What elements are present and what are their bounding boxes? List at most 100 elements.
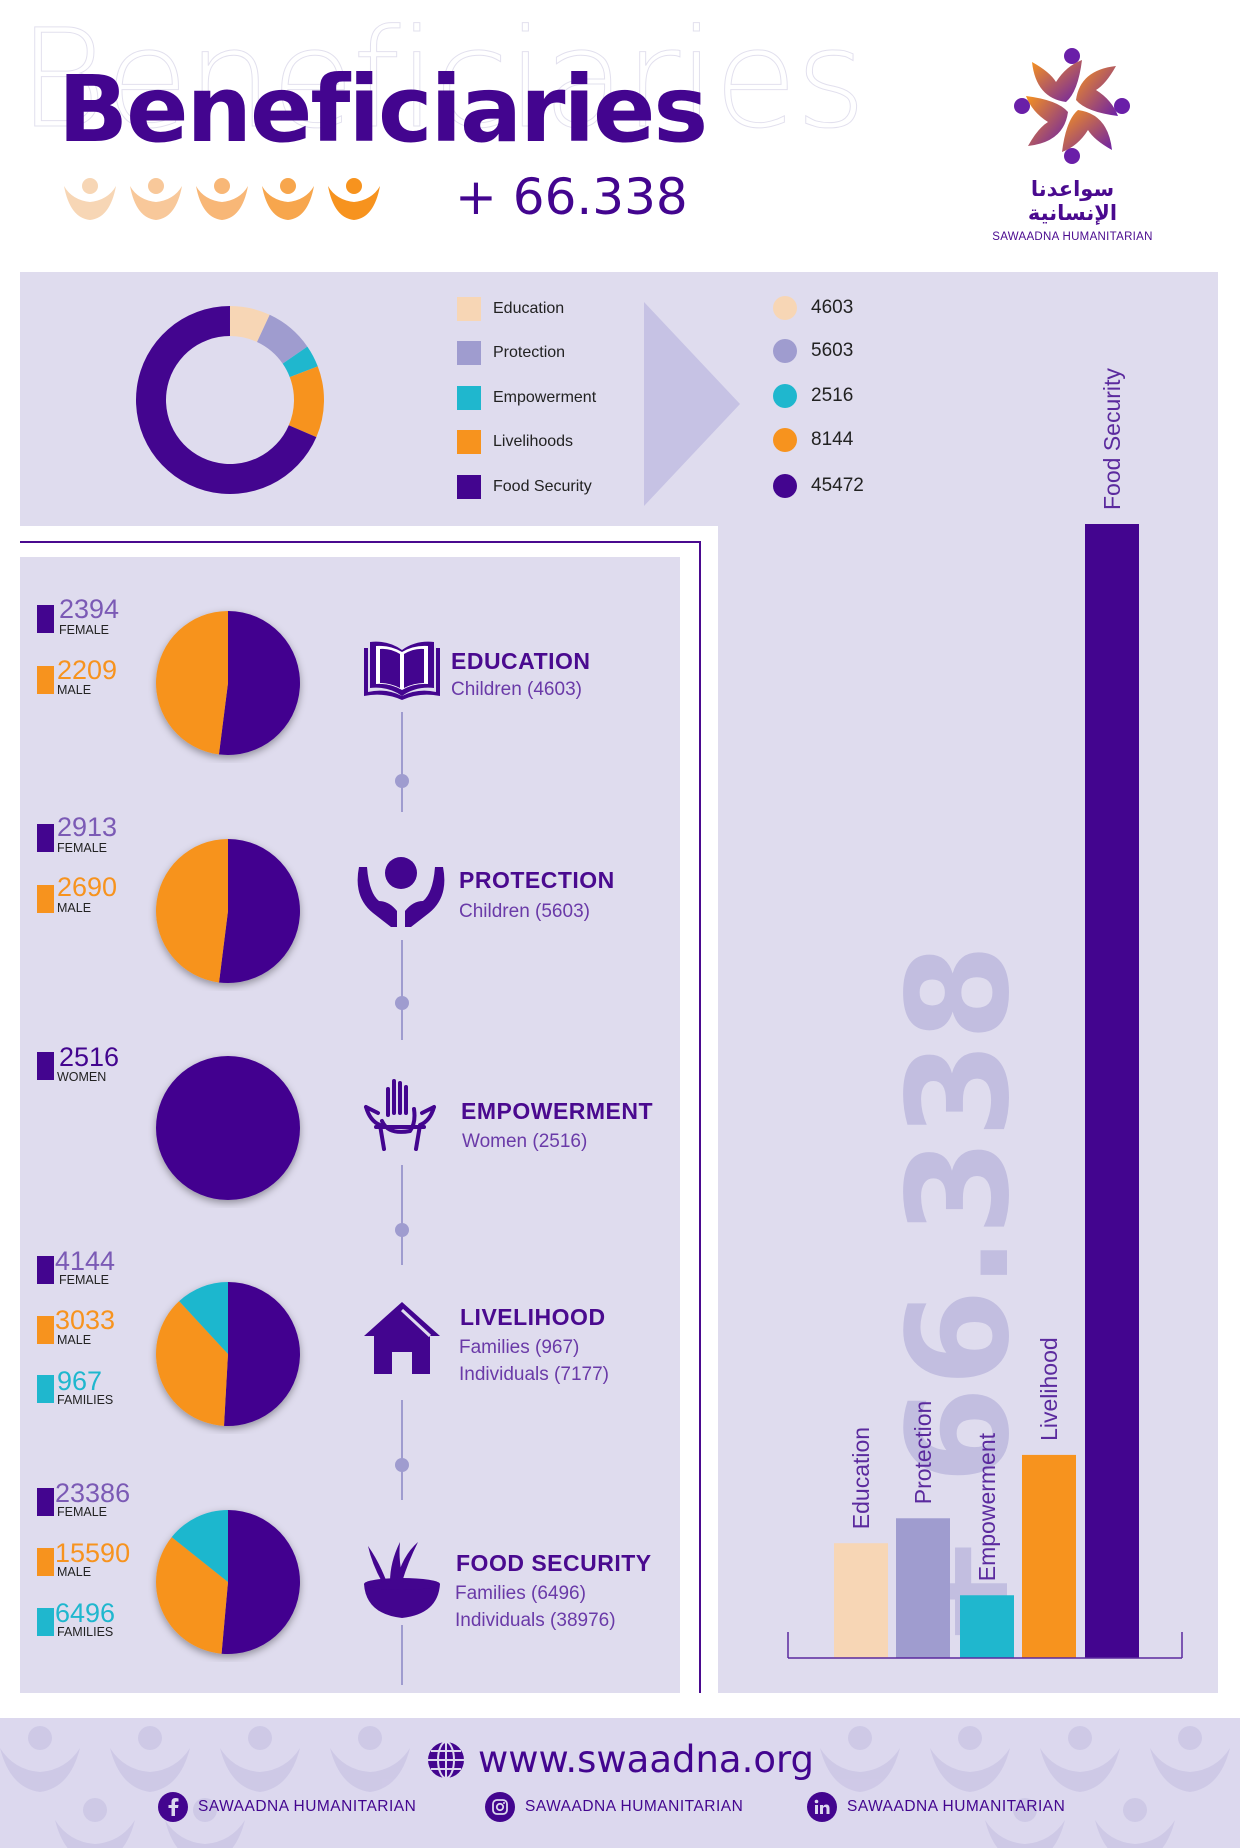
- donut-slice-empowerment: [282, 346, 318, 378]
- stat-label: FEMALE: [59, 1273, 110, 1287]
- value-item-empowerment: 2516: [773, 384, 853, 408]
- instagram-icon: [485, 1792, 515, 1822]
- category-title: LIVELIHOOD: [460, 1304, 606, 1330]
- instagram-link[interactable]: SAWAADNA HUMANITARIAN: [485, 1792, 743, 1822]
- category-title: PROTECTION: [459, 867, 615, 893]
- pie-slice-families: [179, 1282, 228, 1354]
- pie-slice-male: [155, 611, 228, 755]
- wheat-bowl-icon: [364, 1542, 440, 1618]
- legend-item-education: Education: [457, 297, 564, 321]
- stat-label: FAMILIES: [57, 1393, 114, 1407]
- category-title: EDUCATION: [451, 648, 591, 674]
- timeline-line: [401, 1165, 403, 1265]
- bar-label: Education: [848, 1427, 874, 1529]
- linkedin-label[interactable]: SAWAADNA HUMANITARIAN: [847, 1798, 1066, 1815]
- stat-swatch: [37, 1256, 54, 1284]
- bar-label: Food Security: [1099, 368, 1125, 510]
- stat-label: FAMILIES: [57, 1625, 114, 1639]
- facebook-label[interactable]: SAWAADNA HUMANITARIAN: [198, 1798, 417, 1815]
- value-dot: [773, 428, 797, 452]
- bar-label: Livelihood: [1036, 1337, 1062, 1441]
- timeline-line: [401, 940, 403, 1040]
- stat-number: 4144: [55, 1246, 116, 1276]
- legend-label: Food Security: [493, 478, 592, 495]
- category-subtitle: Families (6496): [455, 1583, 586, 1604]
- header-total: + 66.338: [455, 168, 688, 226]
- legend-label: Empowerment: [493, 389, 597, 406]
- stat-swatch: [37, 885, 54, 913]
- legend-item-protection: Protection: [457, 341, 565, 365]
- website-link[interactable]: www.swaadna.org: [0, 1738, 1240, 1781]
- instagram-label[interactable]: SAWAADNA HUMANITARIAN: [525, 1798, 744, 1815]
- arrow-triangle-icon: [644, 302, 740, 506]
- logo-mark-icon: [1014, 48, 1130, 164]
- stat-number: 23386: [55, 1478, 131, 1508]
- stat-label: FEMALE: [59, 623, 110, 637]
- empowerment-pie: [156, 1056, 300, 1200]
- stat-number: 2913: [57, 812, 118, 842]
- donut-slice-education: [230, 306, 270, 342]
- legend-item-livelihoods: Livelihoods: [457, 430, 573, 454]
- category-title: EMPOWERMENT: [461, 1098, 654, 1124]
- stat-swatch: [37, 1052, 54, 1080]
- stat-swatch: [37, 1548, 54, 1576]
- ghost-title: Beneficiaries: [17, 1, 866, 159]
- bar-empowerment: [960, 1595, 1014, 1658]
- value-dot: [773, 384, 797, 408]
- people-row-icon: [64, 178, 380, 220]
- stat-number: 967: [57, 1366, 103, 1396]
- website-text[interactable]: www.swaadna.org: [477, 1738, 815, 1781]
- book-icon: [364, 641, 440, 700]
- stat-swatch: [37, 1375, 54, 1403]
- value-number: 2516: [811, 385, 854, 406]
- stat-label: FEMALE: [57, 1505, 108, 1519]
- stat-swatch: [37, 666, 54, 694]
- value-dot: [773, 339, 797, 363]
- frame-line: [699, 541, 701, 1693]
- house-icon: [364, 1302, 440, 1374]
- timeline-line: [401, 712, 403, 812]
- timeline-dot: [395, 1223, 409, 1237]
- education-pie: [155, 611, 300, 755]
- stat-number: 6496: [55, 1598, 116, 1628]
- stat-number: 3033: [55, 1305, 116, 1335]
- timeline-dot: [395, 1458, 409, 1472]
- pie-slice-female: [219, 839, 300, 983]
- value-number: 8144: [811, 429, 854, 450]
- person-icon: [262, 178, 314, 220]
- pie-slice-women: [156, 1056, 300, 1200]
- legend-label: Protection: [493, 344, 566, 361]
- bar-chart: Education Protection Empowerment Livelihood…: [787, 368, 1183, 1659]
- bar-protection: [896, 1518, 950, 1658]
- bar-food-security: [1085, 524, 1139, 1658]
- stat-label: MALE: [57, 1333, 92, 1347]
- stat-number: 2516: [59, 1042, 120, 1072]
- stat-swatch: [37, 605, 54, 633]
- logo-arabic-text: سواعدنا الإنسانية: [1027, 177, 1118, 225]
- value-item-protection: 5603: [773, 339, 853, 363]
- legend-label: Education: [493, 300, 565, 317]
- bar-livelihood: [1022, 1454, 1076, 1658]
- linkedin-link[interactable]: SAWAADNA HUMANITARIAN: [807, 1792, 1065, 1822]
- person-icon: [64, 178, 116, 220]
- stat-label: WOMEN: [57, 1070, 107, 1084]
- value-number: 4603: [811, 297, 854, 318]
- globe-icon: [427, 1740, 464, 1779]
- facebook-link[interactable]: SAWAADNA HUMANITARIAN: [158, 1792, 416, 1822]
- livelihood-pie: [155, 1282, 300, 1426]
- category-subtitle: Children (5603): [459, 901, 590, 922]
- legend-swatch: [457, 430, 481, 454]
- donut-slice-protection: [257, 314, 308, 364]
- logo: سواعدنا الإنسانية SAWAADNA HUMANITARIAN: [985, 40, 1160, 243]
- stat-label: MALE: [57, 901, 92, 915]
- food-security-pie: [156, 1510, 300, 1654]
- legend-swatch: [457, 297, 481, 321]
- legend-swatch: [457, 341, 481, 365]
- pie-slice-male: [155, 839, 228, 983]
- category-subtitle: Children (4603): [451, 679, 582, 700]
- legend-swatch: [457, 386, 481, 410]
- stat-label: MALE: [57, 683, 92, 697]
- stat-swatch: [37, 824, 54, 852]
- stat-swatch: [37, 1316, 54, 1344]
- pie-slice-female: [218, 611, 300, 755]
